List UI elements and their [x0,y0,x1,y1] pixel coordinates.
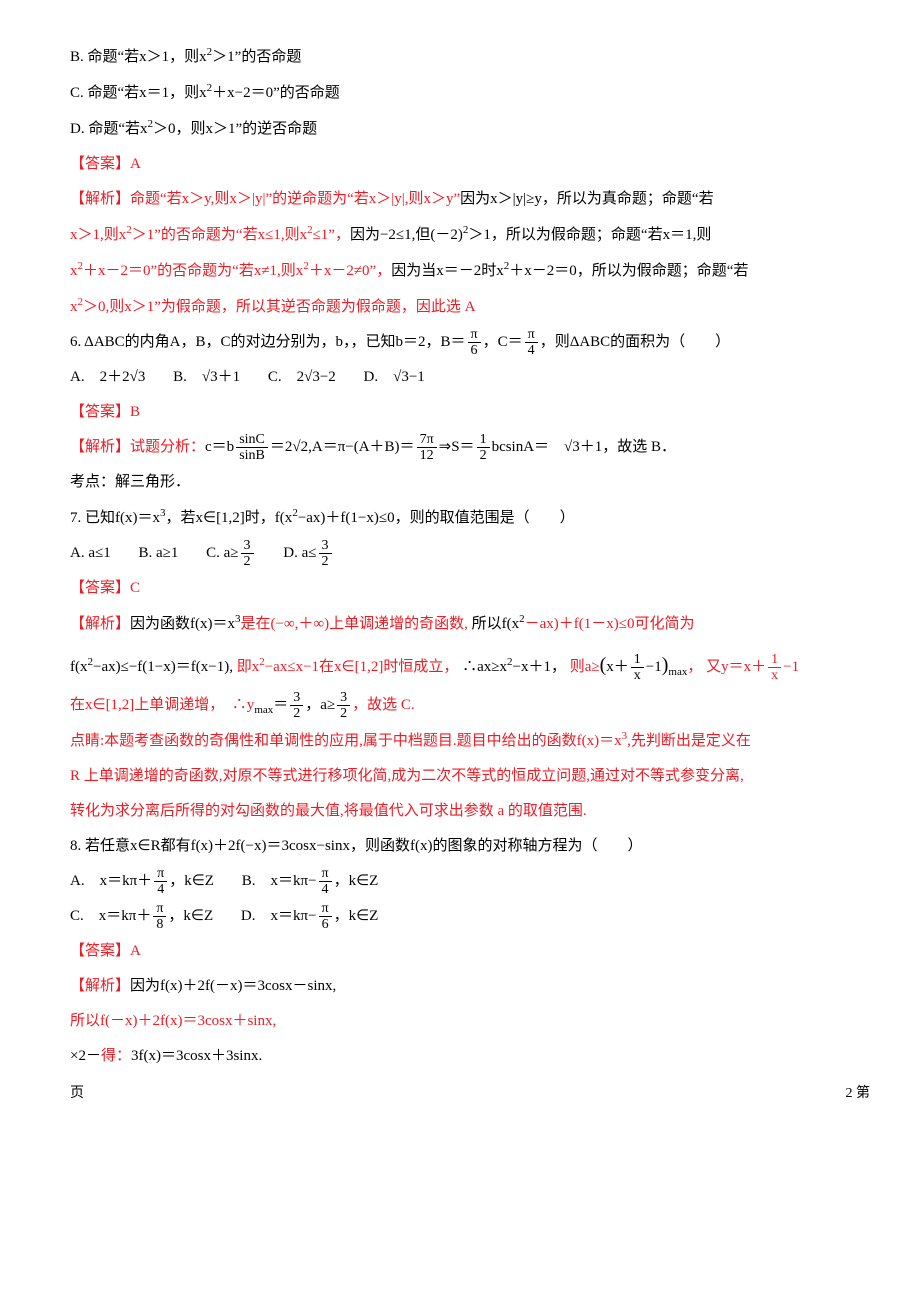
q6-stem: 6. ΔABC的内角A，B，C的对边分别为，b，，已知b＝2，B＝π6，C＝π4… [70,326,870,359]
footer-left: 页 [70,1079,84,1110]
q8-options-row2: C. x＝kπ＋π8，k∈Z D. x＝kπ−π6，k∈Z [70,900,870,933]
q7-option-a: A. a≤1 [70,537,111,570]
q6-answer: 【答案】B [70,396,870,429]
q8-stem: 8. 若任意x∈R都有f(x)＋2f(−x)＝3cosx−sinx，则函数f(x… [70,830,870,863]
q7-option-c: C. a≥32 [206,537,255,570]
q5-explanation-4: x2＞0,则x＞1”为假命题，所以其逆否命题为假命题，因此选 A [70,290,870,324]
q7-explanation-2: f(x2−ax)≤−f(1−x)＝f(x−1), 即x2−ax≤x−1在x∈[1… [70,643,870,687]
q5-answer: 【答案】A [70,148,870,181]
q6-options: A. 2＋2√3 B. √3＋1 C. 2√3−2 D. √3−1 [70,361,870,394]
q8-option-c: C. x＝kπ＋π8，k∈Z [70,900,213,933]
q5-explanation-2: x＞1,则x2＞1”的否命题为“若x≤1,则x2≤1”，因为−2≤1,但(－2)… [70,218,870,252]
q5-option-b: B. 命题“若x＞1，则x2＞1”的否命题 [70,40,870,74]
q6-option-b: B. √3＋1 [173,361,240,394]
q8-option-a: A. x＝kπ＋π4，k∈Z [70,865,214,898]
q7-answer: 【答案】C [70,572,870,605]
q7-explanation-1: 【解析】因为函数f(x)＝x3是在(−∞,＋∞)上单调递增的奇函数, 所以f(x… [70,607,870,641]
page-footer: 页 2 第 [70,1079,870,1110]
q7-note-3: 转化为求分离后所得的对勾函数的最大值,将最值代入可求出参数 a 的取值范围. [70,795,870,828]
q7-explanation-3: 在x∈[1,2]上单调递增， ∴ymax＝32，a≥32，故选 C. [70,689,870,722]
q5-explanation-1: 【解析】命题“若x＞y,则x＞|y|”的逆命题为“若x＞|y|,则x＞y”因为x… [70,183,870,216]
q8-option-b: B. x＝kπ−π4，k∈Z [242,865,379,898]
footer-right: 2 第 [846,1079,871,1110]
q6-option-d: D. √3−1 [364,361,425,394]
q7-note-1: 点睛:本题考查函数的奇偶性和单调性的应用,属于中档题目.题目中给出的函数f(x)… [70,724,870,758]
q6-explanation-2: 考点：解三角形． [70,466,870,499]
q5-explanation-3: x2＋x－2＝0”的否命题为“若x≠1,则x2＋x－2≠0”，因为当x＝－2时x… [70,254,870,288]
q8-options-row1: A. x＝kπ＋π4，k∈Z B. x＝kπ−π4，k∈Z [70,865,870,898]
q7-options: A. a≤1 B. a≥1 C. a≥32 D. a≤32 [70,537,870,570]
q7-note-2: R 上单调递增的奇函数,对原不等式进行移项化简,成为二次不等式的恒成立问题,通过… [70,760,870,793]
q7-option-d: D. a≤32 [283,537,333,570]
q8-explanation-3: ×2－得：3f(x)＝3cosx＋3sinx. [70,1040,870,1073]
q8-explanation-2: 所以f(－x)＋2f(x)＝3cosx＋sinx, [70,1005,870,1038]
q6-option-c: C. 2√3−2 [268,361,336,394]
q7-stem: 7. 已知f(x)＝x3，若x∈[1,2]时，f(x2−ax)＋f(1−x)≤0… [70,501,870,535]
q6-explanation-1: 【解析】试题分析：c＝bsinCsinB＝2√2,A＝π−(A＋B)＝7π12⇒… [70,431,870,464]
q7-option-b: B. a≥1 [138,537,178,570]
q5-option-c: C. 命题“若x＝1，则x2＋x−2＝0”的否命题 [70,76,870,110]
q6-option-a: A. 2＋2√3 [70,361,145,394]
q5-option-d: D. 命题“若x2＞0，则x＞1”的逆否命题 [70,112,870,146]
q8-answer: 【答案】A [70,935,870,968]
q8-explanation-1: 【解析】因为f(x)＋2f(－x)＝3cosx－sinx, [70,970,870,1003]
q8-option-d: D. x＝kπ−π6，k∈Z [241,900,378,933]
